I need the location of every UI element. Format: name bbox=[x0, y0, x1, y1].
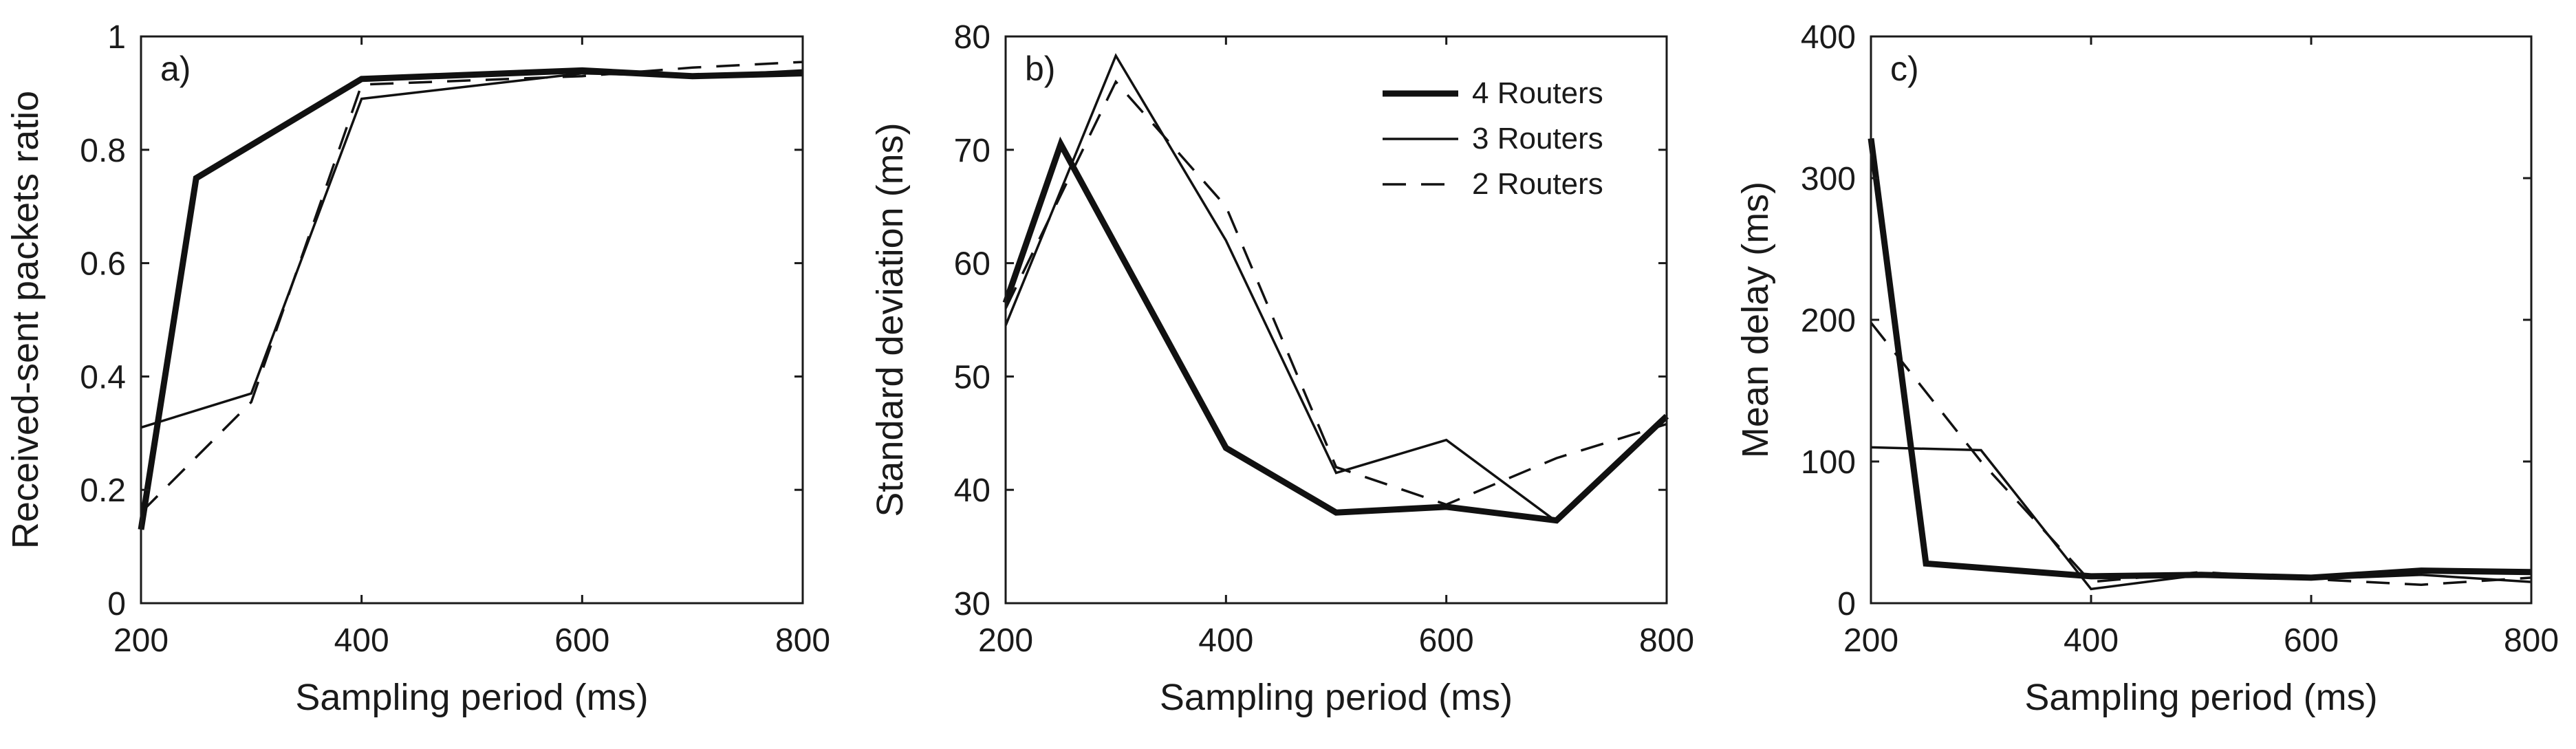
x-tick-label: 800 bbox=[775, 622, 830, 659]
x-tick-label: 200 bbox=[1843, 622, 1898, 659]
legend-label: 4 Routers bbox=[1472, 76, 1603, 110]
x-tick-label: 400 bbox=[1198, 622, 1253, 659]
x-tick-label: 600 bbox=[554, 622, 609, 659]
x-axis-title: Sampling period (ms) bbox=[2024, 677, 2377, 718]
y-tick-label: 0.6 bbox=[80, 246, 126, 283]
x-tick-label: 400 bbox=[334, 622, 389, 659]
legend-label: 3 Routers bbox=[1472, 122, 1603, 155]
x-axis-title: Sampling period (ms) bbox=[295, 677, 648, 718]
y-tick-label: 400 bbox=[1801, 19, 1856, 56]
y-tick-label: 80 bbox=[954, 19, 991, 56]
panel-label: b) bbox=[1025, 50, 1055, 88]
plot-frame bbox=[1870, 35, 2533, 605]
series-line-3-routers bbox=[1870, 446, 2532, 591]
series-line-4-routers bbox=[1868, 138, 2532, 581]
y-axis-title: Standard deviation (ms) bbox=[869, 122, 911, 517]
y-tick-label: 50 bbox=[954, 359, 991, 395]
legend-entry: 3 Routers bbox=[1383, 122, 1603, 155]
y-tick-label: 0.2 bbox=[80, 473, 126, 509]
plot-frame bbox=[1004, 35, 1668, 605]
x-tick-label: 800 bbox=[2504, 622, 2559, 659]
y-tick-label: 0.4 bbox=[80, 359, 126, 395]
legend-label: 2 Routers bbox=[1472, 167, 1603, 201]
chart-panel-2: 200 400 600 800 30 40 50 60 70 80 Sampling period … bbox=[869, 19, 1694, 718]
panel-label: c) bbox=[1890, 50, 1919, 88]
series-line-2-routers bbox=[140, 61, 803, 514]
x-tick-label: 600 bbox=[1419, 622, 1474, 659]
y-tick-label: 100 bbox=[1801, 444, 1856, 481]
y-axis-title: Received-sent packets ratio bbox=[5, 91, 46, 549]
y-tick-label: 70 bbox=[954, 133, 991, 169]
x-tick-label: 400 bbox=[2064, 622, 2119, 659]
chart-panel-1: 200 400 600 800 0 0.2 0.4 0.6 0.8 1 Sampling perio… bbox=[5, 19, 830, 718]
plot-frame bbox=[140, 35, 804, 605]
legend: 4 Routers 3 Routers 2 Routers bbox=[1383, 76, 1603, 201]
x-tick-label: 200 bbox=[113, 622, 169, 659]
y-tick-label: 200 bbox=[1801, 303, 1856, 339]
x-axis-title: Sampling period (ms) bbox=[1160, 677, 1513, 718]
y-tick-label: 30 bbox=[954, 586, 991, 622]
y-tick-label: 0 bbox=[1837, 586, 1856, 622]
x-tick-label: 600 bbox=[2284, 622, 2339, 659]
y-tick-label: 40 bbox=[954, 473, 991, 509]
series-line-2-routers bbox=[1004, 79, 1667, 506]
series-line-2-routers bbox=[1870, 322, 2532, 586]
x-tick-label: 800 bbox=[1639, 622, 1694, 659]
y-tick-label: 0.8 bbox=[80, 133, 126, 169]
chart-panel-3: 200 400 600 800 0 100 200 300 400 Sampling period… bbox=[1735, 19, 2559, 718]
y-tick-label: 60 bbox=[954, 246, 991, 283]
x-tick-label: 200 bbox=[978, 622, 1033, 659]
series-line-4-routers bbox=[138, 67, 803, 530]
y-tick-label: 0 bbox=[107, 586, 126, 622]
y-tick-label: 1 bbox=[107, 19, 126, 56]
y-tick-label: 300 bbox=[1801, 161, 1856, 197]
legend-entry: 2 Routers bbox=[1383, 167, 1603, 201]
y-axis-title: Mean delay (ms) bbox=[1735, 182, 1776, 458]
series-line-3-routers bbox=[1004, 53, 1668, 523]
series-line-3-routers bbox=[140, 69, 803, 429]
legend-entry: 4 Routers bbox=[1383, 76, 1603, 110]
panel-label: a) bbox=[160, 50, 191, 88]
